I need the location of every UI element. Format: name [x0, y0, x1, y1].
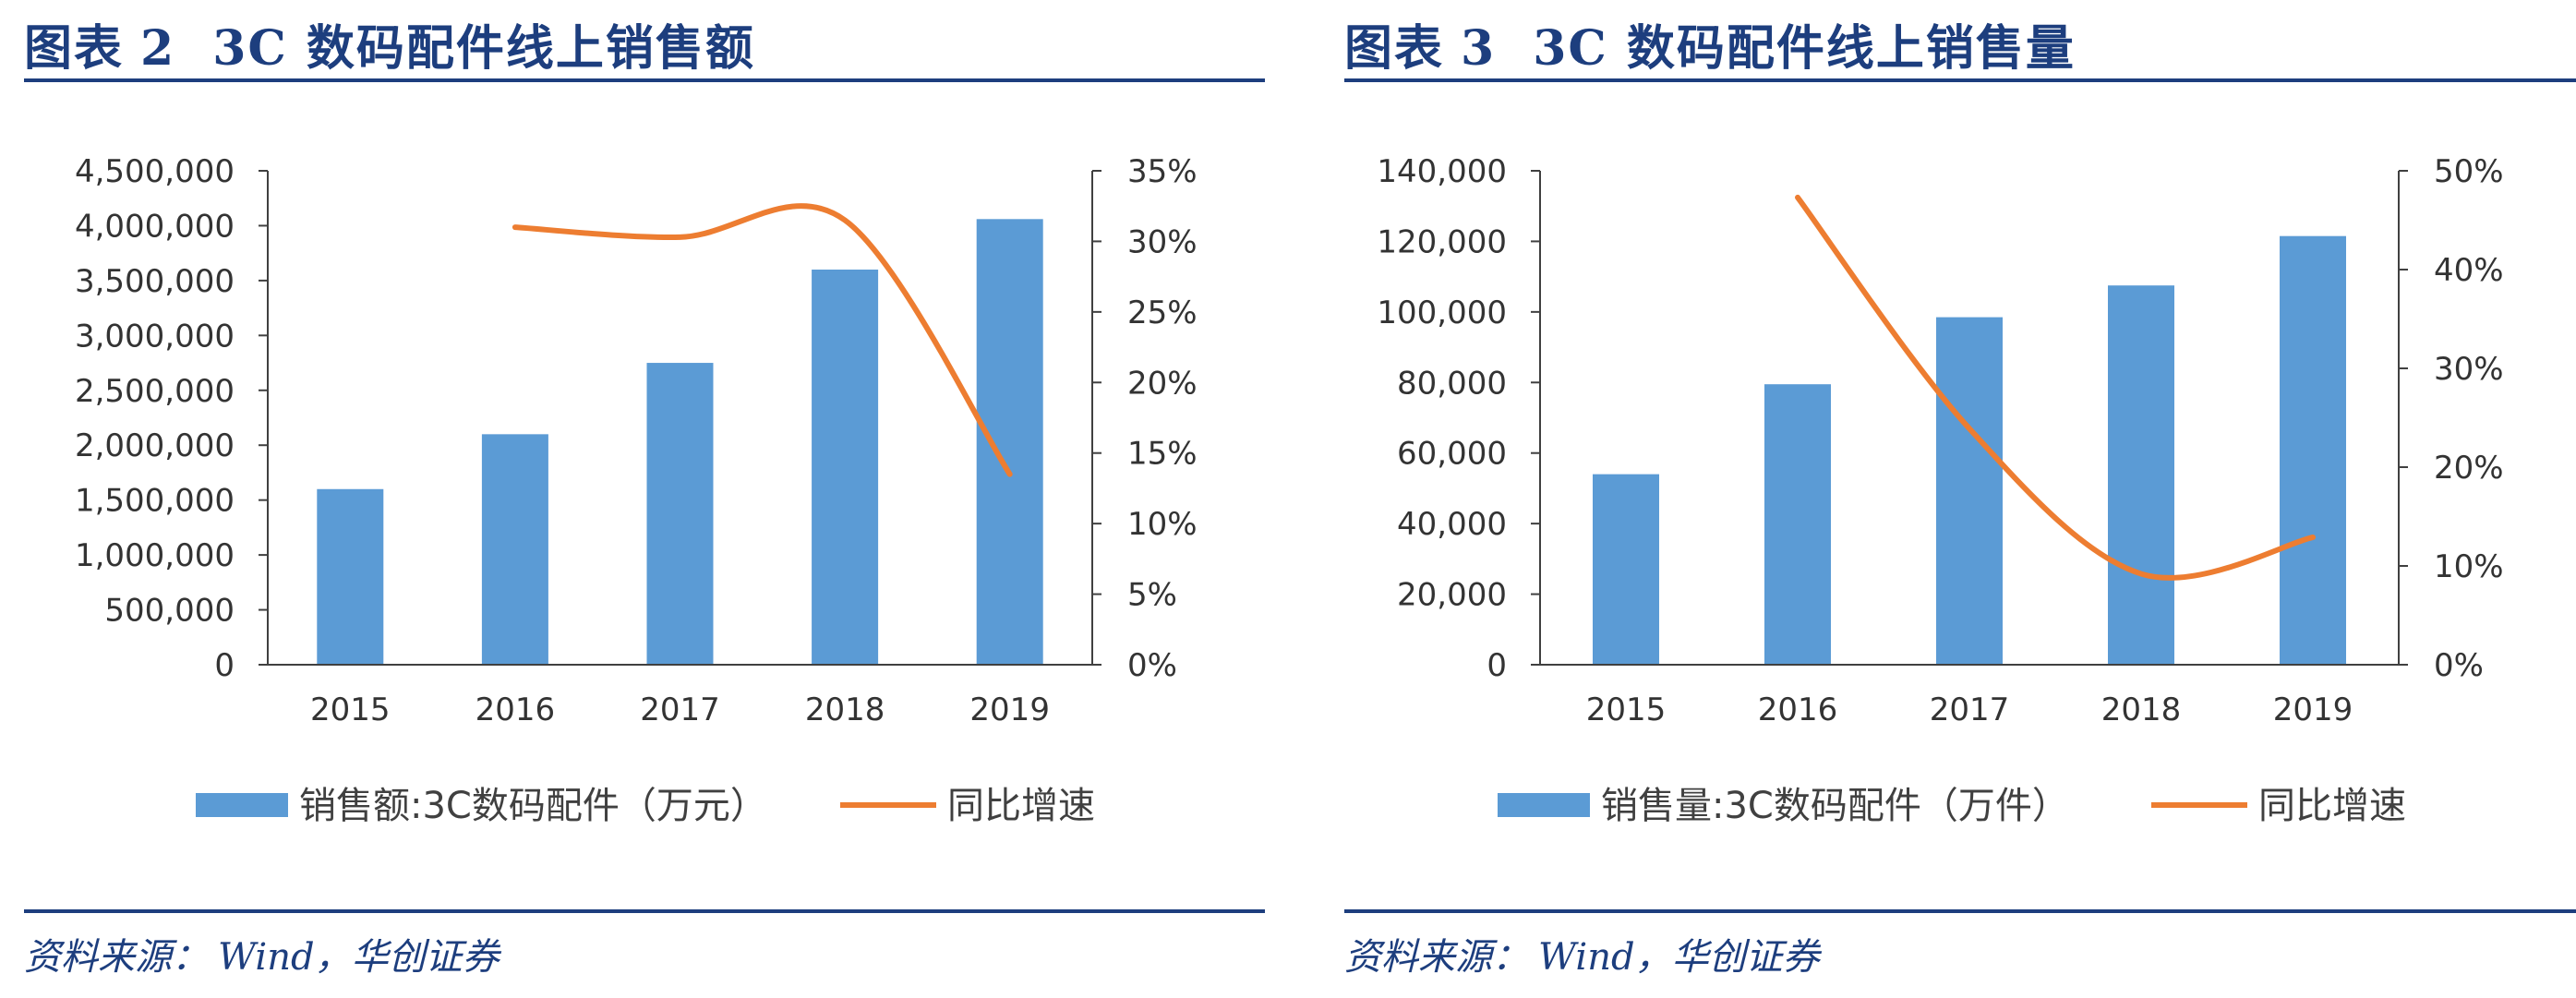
y-left-tick-label: 500,000 [104, 593, 235, 630]
bar-2016 [1764, 384, 1831, 665]
y-right-tick-label: 10% [1127, 506, 1198, 543]
y-right-tick-label: 0% [2434, 647, 2484, 684]
legend-bar-swatch [196, 793, 288, 817]
y-left-tick-label: 40,000 [1397, 506, 1507, 543]
y-left-tick-label: 80,000 [1397, 365, 1507, 402]
y-right-tick-label: 40% [2434, 252, 2504, 289]
legend-bar-label: 销售量:3C数码配件（万件） [1601, 785, 2069, 827]
sales-value-chart: 0 500,000 1,000,000 1,500,000 2,000,000 2,500… [75, 153, 1198, 827]
bar-2015 [1593, 474, 1659, 665]
bar-2019 [2280, 235, 2346, 666]
x-tick-label: 2019 [969, 691, 1050, 728]
y-right-tick-label: 35% [1127, 153, 1198, 190]
x-tick-label: 2019 [2273, 691, 2353, 728]
y-right-tick-label: 0% [1127, 647, 1177, 684]
y-left-tick-label: 4,500,000 [75, 153, 235, 190]
y-right-tick-label: 30% [1127, 223, 1198, 260]
y-left-tick-label: 4,000,000 [75, 208, 235, 245]
y-left-tick-label: 140,000 [1377, 153, 1507, 190]
y-right-tick-label: 20% [2434, 450, 2504, 487]
x-tick-label: 2015 [310, 691, 391, 728]
source-note: 资料来源： Wind，华创证券 [24, 936, 500, 979]
chart-panel-sales-volume: 图表 3 3C 数码配件线上销售量 0 20,000 40,000 60,000 80,00… [1320, 0, 2576, 998]
y-right-tick-label: 5% [1127, 577, 1177, 614]
source-rule [24, 909, 1265, 913]
y-left-tick-label: 20,000 [1397, 577, 1507, 614]
bar-2017 [1936, 317, 2003, 665]
bar-2015 [317, 488, 384, 665]
y-left-tick-label: 120,000 [1377, 223, 1507, 260]
bar-2018 [2108, 285, 2174, 665]
chart-panel-sales-value: 图表 2 3C 数码配件线上销售额 0 500,000 1,000,000 1,500,0… [0, 0, 1265, 998]
x-tick-label: 2015 [1586, 691, 1667, 728]
title-rule [24, 78, 1265, 82]
bar-2018 [812, 270, 879, 665]
x-tick-label: 2017 [1930, 691, 2010, 728]
bar-2019 [976, 219, 1043, 666]
source-note: 资料来源： Wind，华创证券 [1344, 936, 1820, 979]
y-right-tick-label: 50% [2434, 153, 2504, 190]
source-rule [1344, 909, 2576, 913]
y-left-tick-label: 2,000,000 [75, 427, 235, 464]
y-left-tick-label: 3,500,000 [75, 263, 235, 300]
x-tick-label: 2018 [2101, 691, 2182, 728]
legend-bar-label: 销售额:3C数码配件（万元） [299, 785, 767, 827]
figure-title: 图表 3 3C 数码配件线上销售量 [1344, 20, 2076, 77]
legend-bar-swatch [1498, 793, 1590, 817]
y-left-tick-label: 2,500,000 [75, 373, 235, 410]
title-rule [1344, 78, 2576, 82]
growth-rate-line [1795, 194, 2316, 581]
y-right-tick-label: 25% [1127, 295, 1198, 331]
x-tick-label: 2016 [1758, 691, 1838, 728]
y-left-tick-label: 0 [214, 647, 235, 684]
x-tick-label: 2018 [805, 691, 885, 728]
y-right-tick-label: 20% [1127, 365, 1198, 402]
bar-2017 [646, 363, 714, 665]
y-left-tick-label: 60,000 [1397, 436, 1507, 473]
legend-line-label: 同比增速 [2258, 785, 2406, 827]
y-left-tick-label: 1,000,000 [75, 537, 235, 574]
y-left-tick-label: 100,000 [1377, 295, 1507, 331]
bar-2016 [481, 434, 548, 665]
y-right-tick-label: 15% [1127, 436, 1198, 473]
y-left-tick-label: 0 [1487, 647, 1507, 684]
sales-volume-chart: 0 20,000 40,000 60,000 80,000 100,000 120,000 1… [1377, 153, 2504, 827]
y-left-tick-label: 1,500,000 [75, 483, 235, 520]
x-tick-label: 2017 [640, 691, 720, 728]
y-right-tick-label: 10% [2434, 548, 2504, 585]
growth-rate-line [512, 203, 1013, 477]
x-tick-label: 2016 [475, 691, 556, 728]
legend-line-label: 同比增速 [947, 785, 1095, 827]
y-right-tick-label: 30% [2434, 351, 2504, 388]
figure-title: 图表 2 3C 数码配件线上销售额 [24, 20, 755, 77]
y-left-tick-label: 3,000,000 [75, 318, 235, 355]
